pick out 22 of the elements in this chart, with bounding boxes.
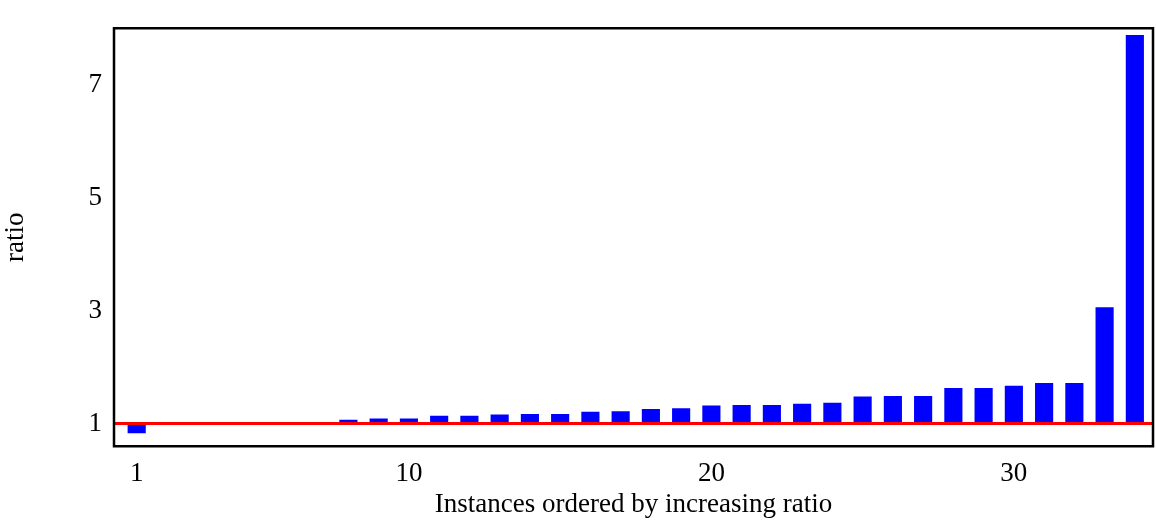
y-tick-label: 1 bbox=[88, 406, 102, 437]
bar bbox=[974, 388, 993, 424]
bar bbox=[1065, 382, 1084, 424]
x-tick-label: 20 bbox=[697, 457, 725, 488]
x-tick-label: 1 bbox=[129, 457, 144, 488]
bar bbox=[1125, 34, 1144, 424]
bar bbox=[1004, 385, 1023, 424]
bar bbox=[793, 403, 812, 424]
bar bbox=[1035, 382, 1054, 424]
bar bbox=[914, 395, 933, 424]
y-tick-label: 5 bbox=[88, 180, 102, 211]
y-tick-label: 3 bbox=[88, 293, 102, 324]
x-tick-label: 10 bbox=[395, 457, 423, 488]
x-axis-title: Instances ordered by increasing ratio bbox=[434, 487, 833, 518]
bar bbox=[1095, 307, 1114, 424]
bar bbox=[883, 395, 902, 424]
y-tick-label: 7 bbox=[88, 67, 102, 98]
bar bbox=[944, 388, 963, 424]
y-axis-title: ratio bbox=[0, 212, 30, 262]
bar bbox=[853, 396, 872, 424]
bar bbox=[823, 402, 842, 424]
x-tick-label: 30 bbox=[1000, 457, 1028, 488]
